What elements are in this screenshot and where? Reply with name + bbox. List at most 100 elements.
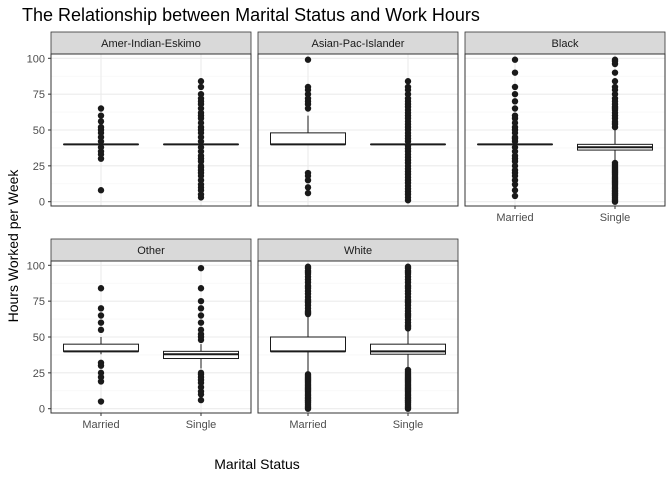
panel-border (464, 53, 666, 207)
y-tick-label: 75 (33, 89, 45, 101)
outlier-point (304, 169, 312, 177)
outlier-point (197, 264, 205, 272)
y-axis-title: Hours Worked per Week (5, 169, 21, 323)
outlier-point (197, 369, 205, 377)
outlier-point (404, 263, 412, 270)
outlier-point (97, 369, 105, 377)
facet-panels: Amer-Indian-Eskimo 0 25 50 75 100 Asian-Pac-Is… (27, 31, 666, 431)
outlier-point (197, 312, 205, 319)
x-tick-label: Married (496, 212, 533, 224)
outlier-point (97, 187, 105, 194)
outlier-point (97, 118, 105, 125)
outlier-point (511, 112, 519, 119)
chart-title: The Relationship between Marital Status … (22, 5, 480, 25)
y-tick-label: 50 (33, 332, 45, 344)
outlier-point (511, 144, 519, 151)
outlier-point (304, 371, 312, 378)
facet-strip-label: White (344, 245, 372, 257)
outlier-point (197, 78, 205, 85)
facet-panel: Other 0 25 50 75 100 Married Single (27, 238, 252, 431)
outlier-point (97, 123, 105, 131)
facet-panel: White Married Single (257, 238, 459, 431)
outlier-point (97, 285, 105, 292)
outlier-point (611, 56, 619, 63)
outlier-point (197, 305, 205, 312)
boxplot (477, 56, 553, 200)
outlier-point (611, 69, 619, 76)
outlier-point (197, 396, 205, 404)
outlier-point (611, 78, 619, 85)
boxplot (63, 285, 139, 405)
box-iqr (270, 336, 346, 352)
outlier-point (97, 319, 105, 326)
facet-strip-label: Asian-Pac-Islander (312, 38, 405, 50)
boxplot (370, 263, 446, 412)
y-tick-label: 75 (33, 296, 45, 308)
y-tick-label: 100 (27, 53, 45, 65)
outlier-point (97, 312, 105, 319)
outlier-point (197, 90, 205, 98)
boxplot (577, 56, 653, 205)
outlier-point (97, 105, 105, 112)
outlier-point (404, 78, 412, 85)
outlier-point (97, 305, 105, 312)
outlier-point (611, 159, 619, 167)
facet-strip-label: Black (552, 38, 579, 50)
outlier-point (511, 90, 519, 98)
x-tick-label: Married (82, 419, 119, 431)
outlier-point (511, 105, 519, 112)
x-tick-label: Single (393, 419, 424, 431)
box-iqr (370, 343, 446, 355)
outlier-point (197, 319, 205, 326)
y-tick-label: 25 (33, 368, 45, 380)
x-axis-title: Marital Status (214, 456, 300, 472)
outlier-point (511, 98, 519, 105)
boxplot (163, 78, 239, 201)
outlier-point (511, 56, 519, 63)
outlier-point (97, 398, 105, 405)
box-iqr (270, 132, 346, 145)
facet-panel: Amer-Indian-Eskimo 0 25 50 75 100 (27, 31, 252, 209)
outlier-point (511, 187, 519, 194)
outlier-point (304, 184, 312, 191)
outlier-point (197, 285, 205, 292)
facet-panel: Asian-Pac-Islander (257, 31, 459, 207)
outlier-point (404, 83, 412, 91)
outlier-point (97, 326, 105, 334)
outlier-point (611, 83, 619, 91)
box-iqr (63, 343, 139, 352)
outlier-point (511, 69, 519, 76)
outlier-point (304, 189, 312, 197)
x-tick-label: Married (289, 419, 326, 431)
facet-panel: Black Married Single (464, 31, 666, 224)
boxplot (163, 264, 239, 404)
outlier-point (97, 112, 105, 119)
x-tick-label: Single (600, 212, 631, 224)
facet-strip-label: Amer-Indian-Eskimo (101, 38, 201, 50)
outlier-point (197, 326, 205, 334)
x-tick-label: Single (186, 419, 217, 431)
y-tick-label: 50 (33, 125, 45, 137)
y-tick-label: 0 (39, 197, 45, 209)
outlier-point (404, 366, 412, 374)
outlier-point (304, 83, 312, 91)
boxplot (270, 56, 346, 197)
outlier-point (97, 144, 105, 151)
panel-border (257, 53, 459, 207)
boxplot (370, 78, 446, 204)
boxplot (63, 105, 139, 194)
panel-border (257, 260, 459, 414)
y-tick-label: 0 (39, 404, 45, 416)
outlier-point (511, 192, 519, 200)
outlier-point (197, 297, 205, 305)
outlier-point (304, 56, 312, 63)
boxplot (270, 263, 346, 412)
outlier-point (97, 359, 105, 367)
y-tick-label: 25 (33, 161, 45, 173)
outlier-point (197, 144, 205, 151)
y-tick-label: 100 (27, 260, 45, 272)
outlier-point (304, 263, 312, 270)
outlier-point (197, 83, 205, 91)
outlier-point (511, 83, 519, 91)
